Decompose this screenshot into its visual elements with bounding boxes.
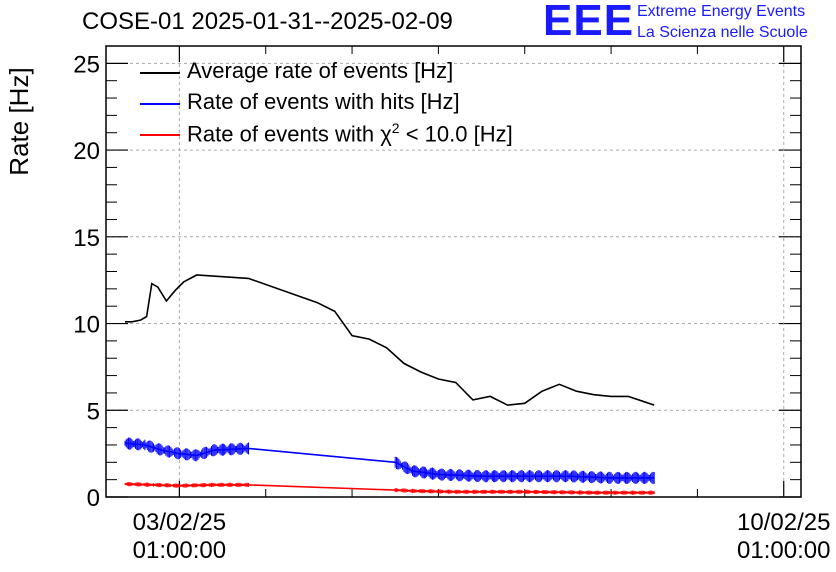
x-tick-label-date: 10/02/25 <box>737 509 830 536</box>
legend-label-chi2-suffix: < 10.0 [Hz] <box>399 121 513 147</box>
y-tick-label: 5 <box>87 398 100 425</box>
legend-label-chi2-prefix: Rate of events with <box>187 121 381 147</box>
y-tick-label: 20 <box>73 138 100 165</box>
legend-label-chi2-symbol: χ <box>380 121 392 147</box>
series-average-rate <box>125 274 655 406</box>
x-tick-label-date: 03/02/25 <box>133 509 226 536</box>
y-tick-label: 15 <box>73 225 100 252</box>
logo-text-line1: Extreme Energy Events <box>637 3 806 20</box>
eee-logo: EEE <box>543 0 635 45</box>
y-axis-label: Rate [Hz] <box>4 67 34 175</box>
series-hits-rate-group <box>124 437 655 484</box>
y-tick-label: 10 <box>73 312 100 339</box>
series-chi2-rate-group <box>124 482 655 495</box>
logo-text-line2: La Scienza nelle Scuole <box>637 24 808 41</box>
legend-label-chi2: Rate of events with χ2 < 10.0 [Hz] <box>187 120 513 147</box>
y-tick-label: 25 <box>73 51 100 78</box>
y-tick-label: 0 <box>87 485 100 512</box>
legend-swatch-hits <box>140 103 180 105</box>
legend-label-chi2-superscript: 2 <box>391 120 400 136</box>
series-average-rate-group <box>125 274 655 406</box>
legend-label-average: Average rate of events [Hz] <box>187 58 454 83</box>
chart-title: COSE-01 2025-01-31--2025-02-09 <box>82 8 453 35</box>
series-chi2-rate <box>124 483 655 494</box>
x-tick-label-time: 01:00:00 <box>737 537 830 564</box>
series-hits-rate <box>124 442 655 479</box>
legend-swatch-average <box>140 72 180 74</box>
legend-label-hits: Rate of events with hits [Hz] <box>187 89 460 114</box>
x-tick-label-time: 01:00:00 <box>133 537 226 564</box>
legend-swatch-chi2 <box>140 134 180 136</box>
